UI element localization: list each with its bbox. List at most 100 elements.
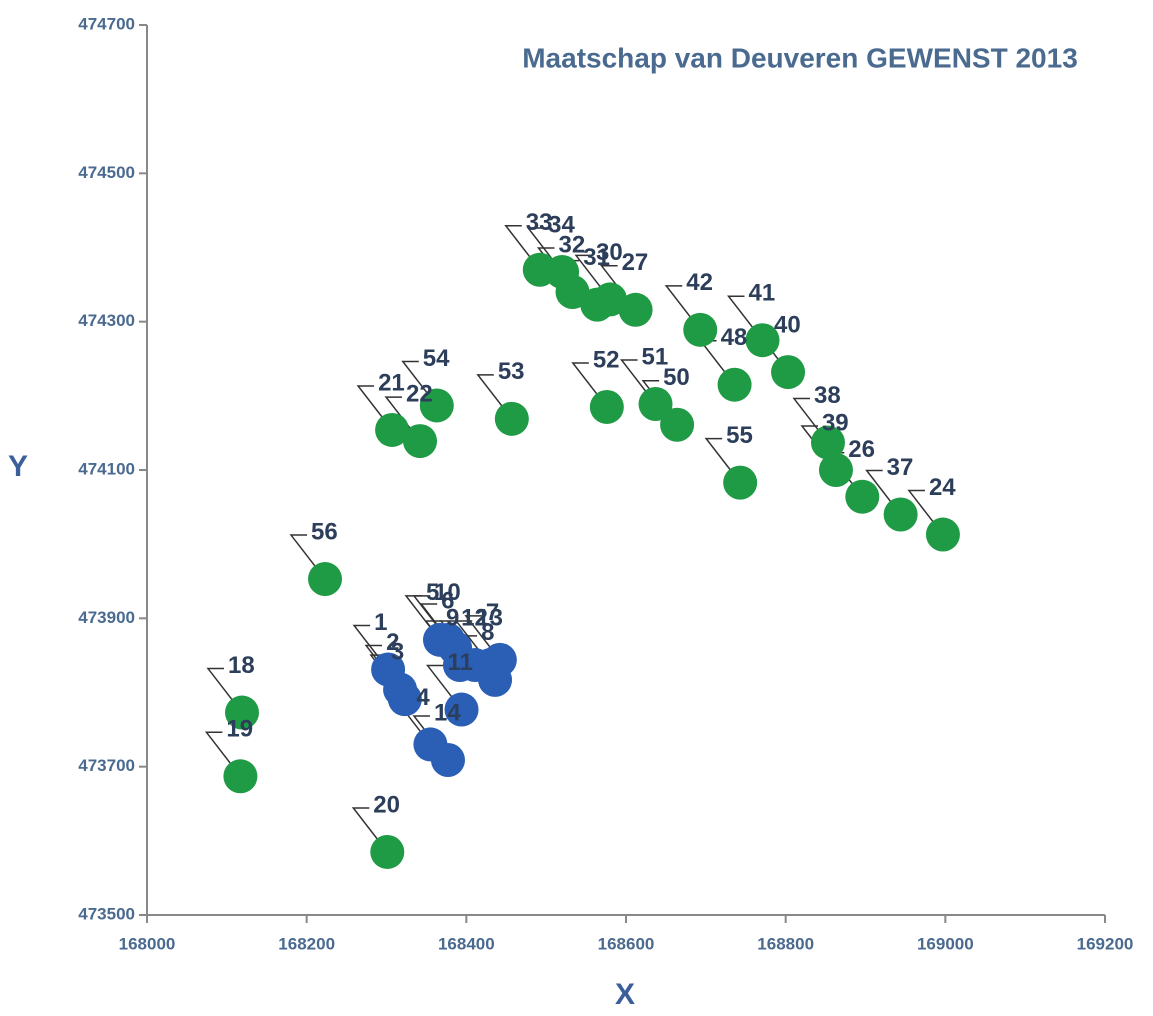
y-tick-label: 473700 (78, 756, 135, 775)
x-tick-label: 169200 (1077, 934, 1134, 953)
y-tick-label: 474100 (78, 459, 135, 478)
point-label: 3 (391, 639, 404, 666)
point-label: 54 (423, 345, 450, 372)
point (225, 695, 260, 730)
point-label: 50 (663, 364, 690, 391)
leader-line (865, 469, 902, 515)
leader-line (574, 254, 611, 300)
point (745, 323, 780, 358)
point-label: 11 (448, 649, 473, 676)
leader-line (426, 664, 463, 711)
point-label: 2 (386, 629, 399, 656)
y-tick-label: 474300 (78, 311, 135, 330)
point-label: 9 (446, 604, 459, 631)
point (845, 479, 880, 514)
point-label: 24 (929, 474, 956, 501)
y-axis-label: Y (8, 450, 28, 483)
point (638, 386, 673, 421)
leader-line (464, 615, 501, 661)
leader-line (907, 489, 944, 535)
point (375, 412, 410, 447)
leader-line (401, 360, 438, 406)
point-label: 4 (416, 684, 430, 711)
x-tick-label: 168600 (598, 934, 655, 953)
point-label: 26 (848, 436, 875, 463)
point-label: 32 (559, 231, 586, 258)
point (883, 497, 918, 532)
point-label: 37 (887, 454, 914, 481)
point-label: 5 (426, 579, 439, 606)
point (593, 282, 628, 317)
point-label: 31 (583, 244, 610, 271)
point-label: 38 (814, 382, 841, 409)
leader-line (356, 385, 393, 431)
point (387, 682, 422, 717)
leader-line (571, 362, 608, 408)
point-label: 1 (374, 609, 387, 636)
point-label: 30 (596, 239, 623, 266)
point (723, 465, 758, 500)
point-label: 21 (378, 369, 405, 396)
x-tick-label: 168400 (438, 934, 495, 953)
y-tick-label: 473900 (78, 608, 135, 627)
point (444, 692, 479, 727)
point-label: 42 (686, 269, 713, 296)
leader-line (206, 667, 243, 713)
leader-line (792, 397, 829, 444)
x-tick-label: 168200 (278, 934, 335, 953)
point-label: 53 (498, 358, 525, 385)
point (419, 388, 454, 423)
point (482, 642, 517, 677)
y-tick-label: 474700 (78, 14, 135, 33)
point (683, 312, 718, 347)
leader-line (726, 295, 764, 341)
point-label: 27 (622, 249, 649, 276)
point (618, 292, 653, 327)
point (308, 562, 343, 597)
point (925, 517, 960, 552)
x-tick-label: 168000 (119, 934, 176, 953)
point (494, 401, 529, 436)
point-label: 55 (726, 422, 753, 449)
point (771, 355, 806, 390)
point-label: 7 (486, 599, 499, 626)
point-label: 18 (228, 652, 255, 679)
point-label: 13 (476, 604, 503, 631)
point-label: 39 (822, 409, 849, 436)
x-tick-label: 169000 (917, 934, 974, 953)
point (717, 367, 752, 402)
point (660, 407, 695, 442)
point (589, 389, 624, 424)
y-tick-label: 473500 (78, 904, 135, 923)
y-tick-label: 474500 (78, 163, 135, 182)
point (403, 424, 438, 459)
leader-line (704, 437, 741, 484)
point-label: 41 (749, 280, 776, 307)
chart-title: Maatschap van Deuveren GEWENST 2013 (522, 42, 1078, 73)
point-label: 33 (526, 209, 553, 236)
x-tick-label: 168800 (757, 934, 814, 953)
point-label: 40 (774, 311, 801, 338)
point-label: 52 (593, 346, 620, 373)
point-label: 20 (373, 791, 400, 818)
point-label: 8 (481, 619, 494, 646)
point-label: 22 (406, 380, 433, 407)
x-axis-label: X (615, 978, 635, 1011)
leader-line (504, 225, 541, 271)
point (430, 742, 465, 777)
point (370, 834, 405, 869)
point (223, 759, 258, 794)
point-label: 19 (226, 716, 253, 743)
leader-line (620, 359, 657, 405)
point-label: 12 (461, 604, 488, 631)
point (810, 425, 845, 460)
point-label: 14 (434, 699, 461, 726)
leader-line (476, 374, 513, 420)
point-label: 34 (548, 211, 575, 238)
point-label: 51 (642, 343, 669, 370)
point-label: 6 (441, 587, 454, 614)
point (818, 453, 853, 487)
leader-line (289, 534, 326, 580)
point-label: 48 (721, 324, 748, 351)
